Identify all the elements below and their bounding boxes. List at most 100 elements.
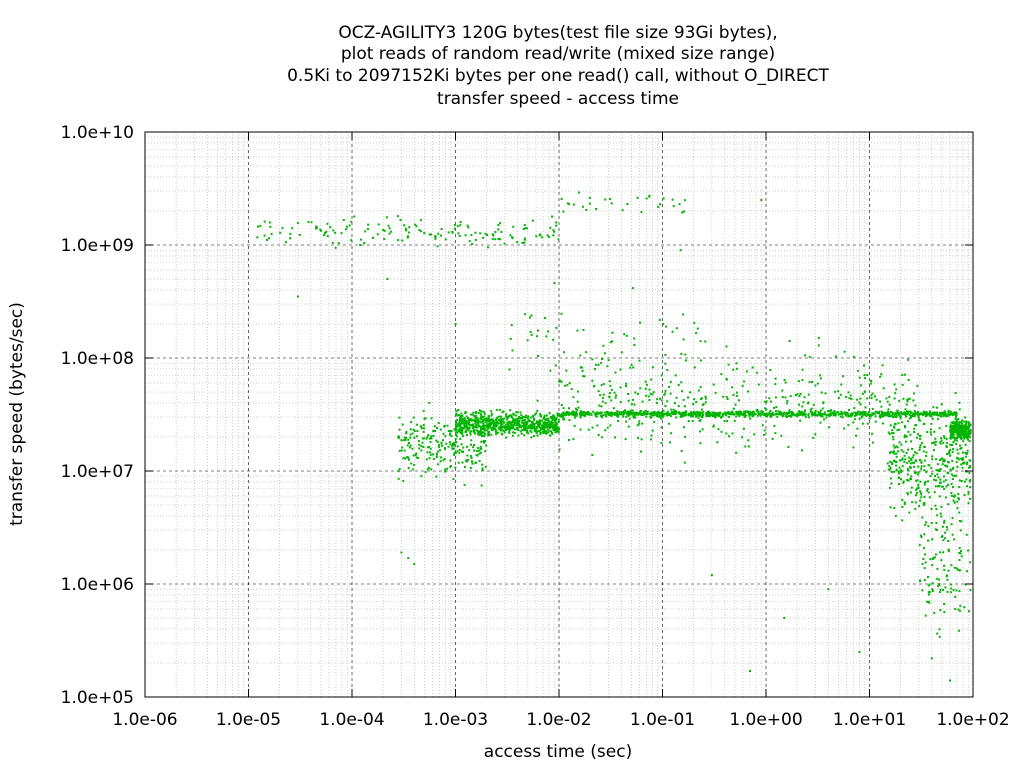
data-point [951, 459, 954, 462]
data-point [966, 432, 968, 435]
data-point [521, 425, 524, 428]
data-point [599, 394, 602, 397]
data-point [706, 411, 709, 413]
data-point [723, 420, 726, 423]
data-point [913, 465, 915, 468]
data-point [420, 475, 423, 478]
data-point [917, 471, 920, 474]
data-point [424, 471, 427, 474]
data-point [858, 412, 861, 415]
data-point [967, 549, 970, 552]
data-point [911, 456, 914, 459]
data-point [609, 341, 612, 344]
data-point [553, 427, 556, 430]
data-point [463, 427, 465, 430]
data-point [487, 417, 490, 420]
data-point [630, 403, 633, 406]
data-point [966, 485, 968, 488]
data-point [479, 232, 482, 235]
data-point [747, 390, 749, 393]
data-point [904, 425, 906, 428]
data-point [407, 438, 410, 441]
data-point [660, 411, 663, 413]
data-point [426, 435, 429, 438]
data-point [458, 430, 461, 433]
data-point [581, 370, 584, 372]
data-point [410, 421, 413, 423]
data-point [552, 429, 555, 431]
data-point [958, 408, 961, 411]
data-point [866, 412, 869, 415]
data-point [487, 426, 490, 429]
data-point [747, 445, 750, 448]
data-point [917, 414, 920, 417]
data-point [499, 418, 502, 421]
data-point [938, 628, 941, 631]
data-point [761, 413, 764, 416]
data-point [683, 199, 686, 202]
data-point [457, 425, 460, 428]
data-point [968, 422, 971, 425]
data-point [769, 413, 772, 416]
data-point [959, 424, 961, 427]
data-point [653, 410, 656, 413]
data-point [675, 416, 678, 419]
data-point [726, 412, 729, 415]
data-point [866, 422, 869, 425]
data-point [571, 410, 574, 413]
data-point [509, 427, 512, 430]
data-point [660, 417, 663, 420]
data-point [965, 470, 968, 473]
data-point [929, 414, 931, 417]
data-point [956, 424, 959, 427]
data-point [957, 452, 960, 455]
data-point [602, 393, 605, 396]
data-point [966, 461, 968, 464]
data-point [958, 590, 961, 593]
data-point [565, 411, 568, 414]
data-point [895, 464, 898, 467]
data-point [595, 208, 597, 211]
data-point [398, 428, 401, 431]
data-point [953, 566, 956, 569]
data-point [634, 391, 637, 394]
data-point [952, 495, 955, 498]
data-point [557, 428, 560, 430]
data-point [659, 203, 661, 206]
data-points [256, 191, 972, 682]
data-point [540, 419, 543, 422]
data-point [539, 433, 542, 436]
data-point [712, 414, 715, 417]
data-point [694, 412, 697, 415]
data-point [743, 416, 746, 419]
data-point [956, 465, 959, 468]
data-point [910, 416, 912, 419]
data-point [622, 411, 625, 414]
data-point [610, 399, 613, 402]
data-point [677, 384, 680, 386]
data-point [926, 600, 929, 603]
data-point [917, 473, 919, 476]
data-point [461, 418, 464, 421]
data-point [969, 423, 972, 426]
data-point [866, 397, 869, 400]
data-point [920, 461, 923, 464]
data-point [917, 487, 920, 489]
data-point [482, 423, 485, 425]
data-point [452, 478, 455, 481]
data-point [416, 430, 419, 432]
data-point [951, 430, 954, 433]
data-point [919, 491, 922, 494]
data-point [545, 418, 548, 421]
data-point [732, 393, 735, 396]
data-point [722, 395, 725, 398]
data-point [794, 413, 797, 416]
data-point [861, 415, 864, 418]
data-point [910, 475, 913, 478]
data-point [480, 440, 483, 443]
data-point [922, 558, 925, 560]
data-point [856, 413, 859, 416]
data-point [741, 436, 744, 439]
data-point [678, 203, 681, 206]
data-point [938, 427, 941, 430]
